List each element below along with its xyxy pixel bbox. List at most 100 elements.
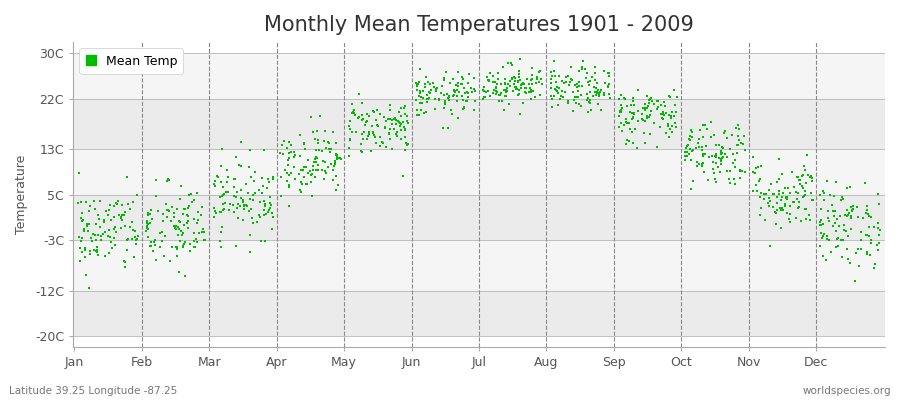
Point — [822, 218, 836, 224]
Point — [757, 191, 771, 197]
Point — [792, 199, 806, 205]
Point — [772, 188, 787, 194]
Point — [844, 204, 859, 210]
Point — [681, 151, 696, 158]
Point — [490, 81, 504, 87]
Point — [385, 121, 400, 128]
Point — [626, 94, 640, 101]
Point — [303, 172, 318, 178]
Point — [707, 176, 722, 182]
Point — [805, 178, 819, 184]
Point — [378, 124, 392, 130]
Point — [303, 179, 318, 186]
Point — [174, 228, 188, 234]
Point — [454, 74, 469, 80]
Point — [757, 195, 771, 202]
Point — [593, 89, 608, 95]
Point — [317, 138, 331, 144]
Point — [461, 94, 475, 100]
Point — [81, 228, 95, 234]
Point — [736, 140, 751, 147]
Point — [460, 98, 474, 104]
Point — [409, 96, 423, 103]
Point — [639, 93, 653, 99]
Point — [416, 94, 430, 101]
Point — [778, 203, 792, 210]
Point — [578, 66, 592, 72]
Point — [233, 187, 248, 194]
Point — [168, 222, 183, 229]
Point — [824, 249, 839, 256]
Point — [841, 212, 855, 219]
Point — [564, 75, 579, 82]
Point — [574, 92, 589, 98]
Point — [696, 160, 710, 166]
Point — [647, 100, 662, 107]
Point — [778, 194, 793, 201]
Point — [575, 82, 590, 89]
Point — [573, 103, 588, 109]
Point — [574, 64, 589, 70]
Point — [305, 192, 320, 199]
Point — [220, 166, 234, 173]
Point — [689, 159, 704, 166]
Point — [282, 172, 296, 178]
Point — [830, 216, 844, 222]
Point — [355, 100, 369, 106]
Point — [321, 146, 336, 152]
Point — [640, 113, 654, 119]
Point — [437, 77, 452, 83]
Point — [826, 223, 841, 229]
Point — [545, 73, 560, 80]
Point — [551, 102, 565, 108]
Point — [650, 144, 664, 150]
Point — [844, 207, 859, 213]
Point — [140, 212, 155, 218]
Point — [125, 236, 140, 242]
Point — [443, 79, 457, 86]
Point — [130, 236, 144, 242]
Point — [450, 83, 464, 89]
Point — [627, 102, 642, 108]
Point — [486, 79, 500, 85]
Point — [667, 112, 681, 119]
Point — [104, 239, 118, 245]
Point — [813, 243, 827, 249]
Point — [536, 81, 550, 88]
Point — [682, 133, 697, 139]
Point — [783, 203, 797, 209]
Point — [86, 231, 100, 237]
Point — [830, 236, 844, 243]
Point — [73, 258, 87, 265]
Point — [251, 186, 266, 193]
Point — [544, 93, 558, 99]
Point — [260, 176, 274, 182]
Point — [252, 199, 266, 205]
Point — [439, 69, 454, 76]
Point — [236, 197, 250, 204]
Point — [644, 108, 659, 114]
Point — [184, 191, 198, 197]
Point — [626, 110, 640, 116]
Point — [644, 95, 659, 101]
Point — [804, 173, 818, 180]
Point — [281, 162, 295, 168]
Point — [304, 171, 319, 177]
Point — [590, 100, 605, 107]
Point — [654, 115, 669, 121]
Point — [728, 181, 742, 187]
Point — [400, 120, 415, 126]
Point — [562, 82, 576, 88]
Bar — [73, 240, 885, 290]
Point — [653, 124, 668, 130]
Point — [722, 176, 736, 182]
Point — [530, 76, 544, 82]
Point — [614, 102, 628, 108]
Point — [618, 116, 633, 122]
Point — [769, 210, 783, 216]
Point — [181, 225, 195, 231]
Point — [761, 187, 776, 194]
Point — [298, 181, 312, 188]
Point — [638, 107, 652, 114]
Point — [411, 93, 426, 99]
